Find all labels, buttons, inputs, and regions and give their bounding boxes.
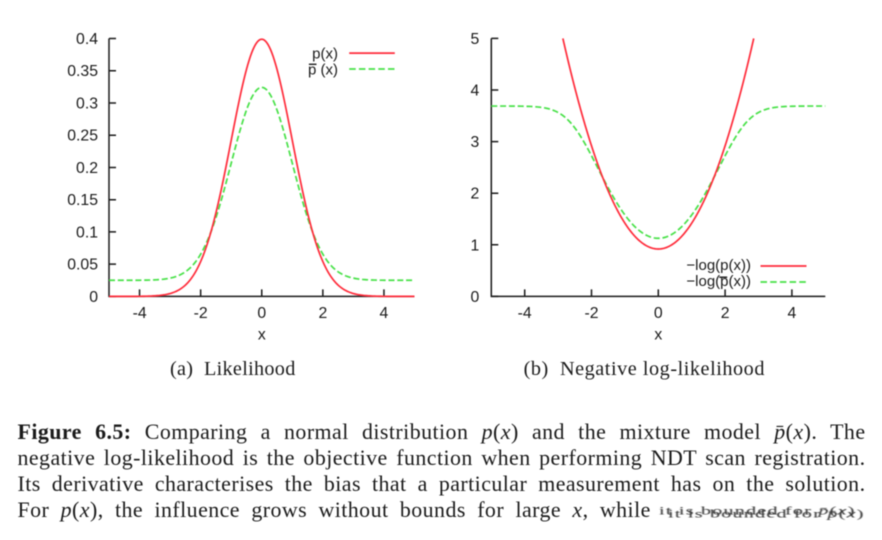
svg-text:x: x [258, 327, 266, 344]
svg-text:-2: -2 [194, 305, 208, 322]
svg-text:0.05: 0.05 [67, 257, 98, 274]
svg-text:0: 0 [654, 305, 663, 322]
svg-text:p(x): p(x) [312, 45, 338, 62]
svg-text:-2: -2 [584, 305, 598, 322]
svg-text:4: 4 [471, 83, 480, 100]
svg-text:0.15: 0.15 [67, 192, 98, 209]
svg-text:0: 0 [89, 289, 98, 306]
svg-text:5: 5 [471, 31, 480, 48]
svg-text:0: 0 [471, 289, 480, 306]
svg-text:x: x [654, 327, 662, 344]
svg-text:1: 1 [471, 237, 480, 254]
svg-text:0.1: 0.1 [76, 224, 98, 241]
svg-text:0.25: 0.25 [67, 128, 98, 145]
svg-text:-4: -4 [133, 305, 147, 322]
svg-text:-4: -4 [518, 305, 532, 322]
svg-text:−log(p(x)): −log(p(x)) [686, 273, 751, 290]
svg-text:0.2: 0.2 [76, 160, 98, 177]
svg-text:0.4: 0.4 [76, 31, 98, 48]
svg-text:2: 2 [319, 305, 328, 322]
svg-text:4: 4 [788, 305, 797, 322]
svg-text:2: 2 [721, 305, 730, 322]
svg-text:−log(p(x)): −log(p(x)) [686, 257, 751, 274]
svg-text:0: 0 [257, 305, 266, 322]
svg-text:3: 3 [471, 134, 480, 151]
svg-text:0.3: 0.3 [76, 96, 98, 113]
svg-text:0.35: 0.35 [67, 63, 98, 80]
svg-text:2: 2 [471, 186, 480, 203]
svg-text:4: 4 [380, 305, 389, 322]
svg-text:p (x): p (x) [308, 61, 338, 78]
